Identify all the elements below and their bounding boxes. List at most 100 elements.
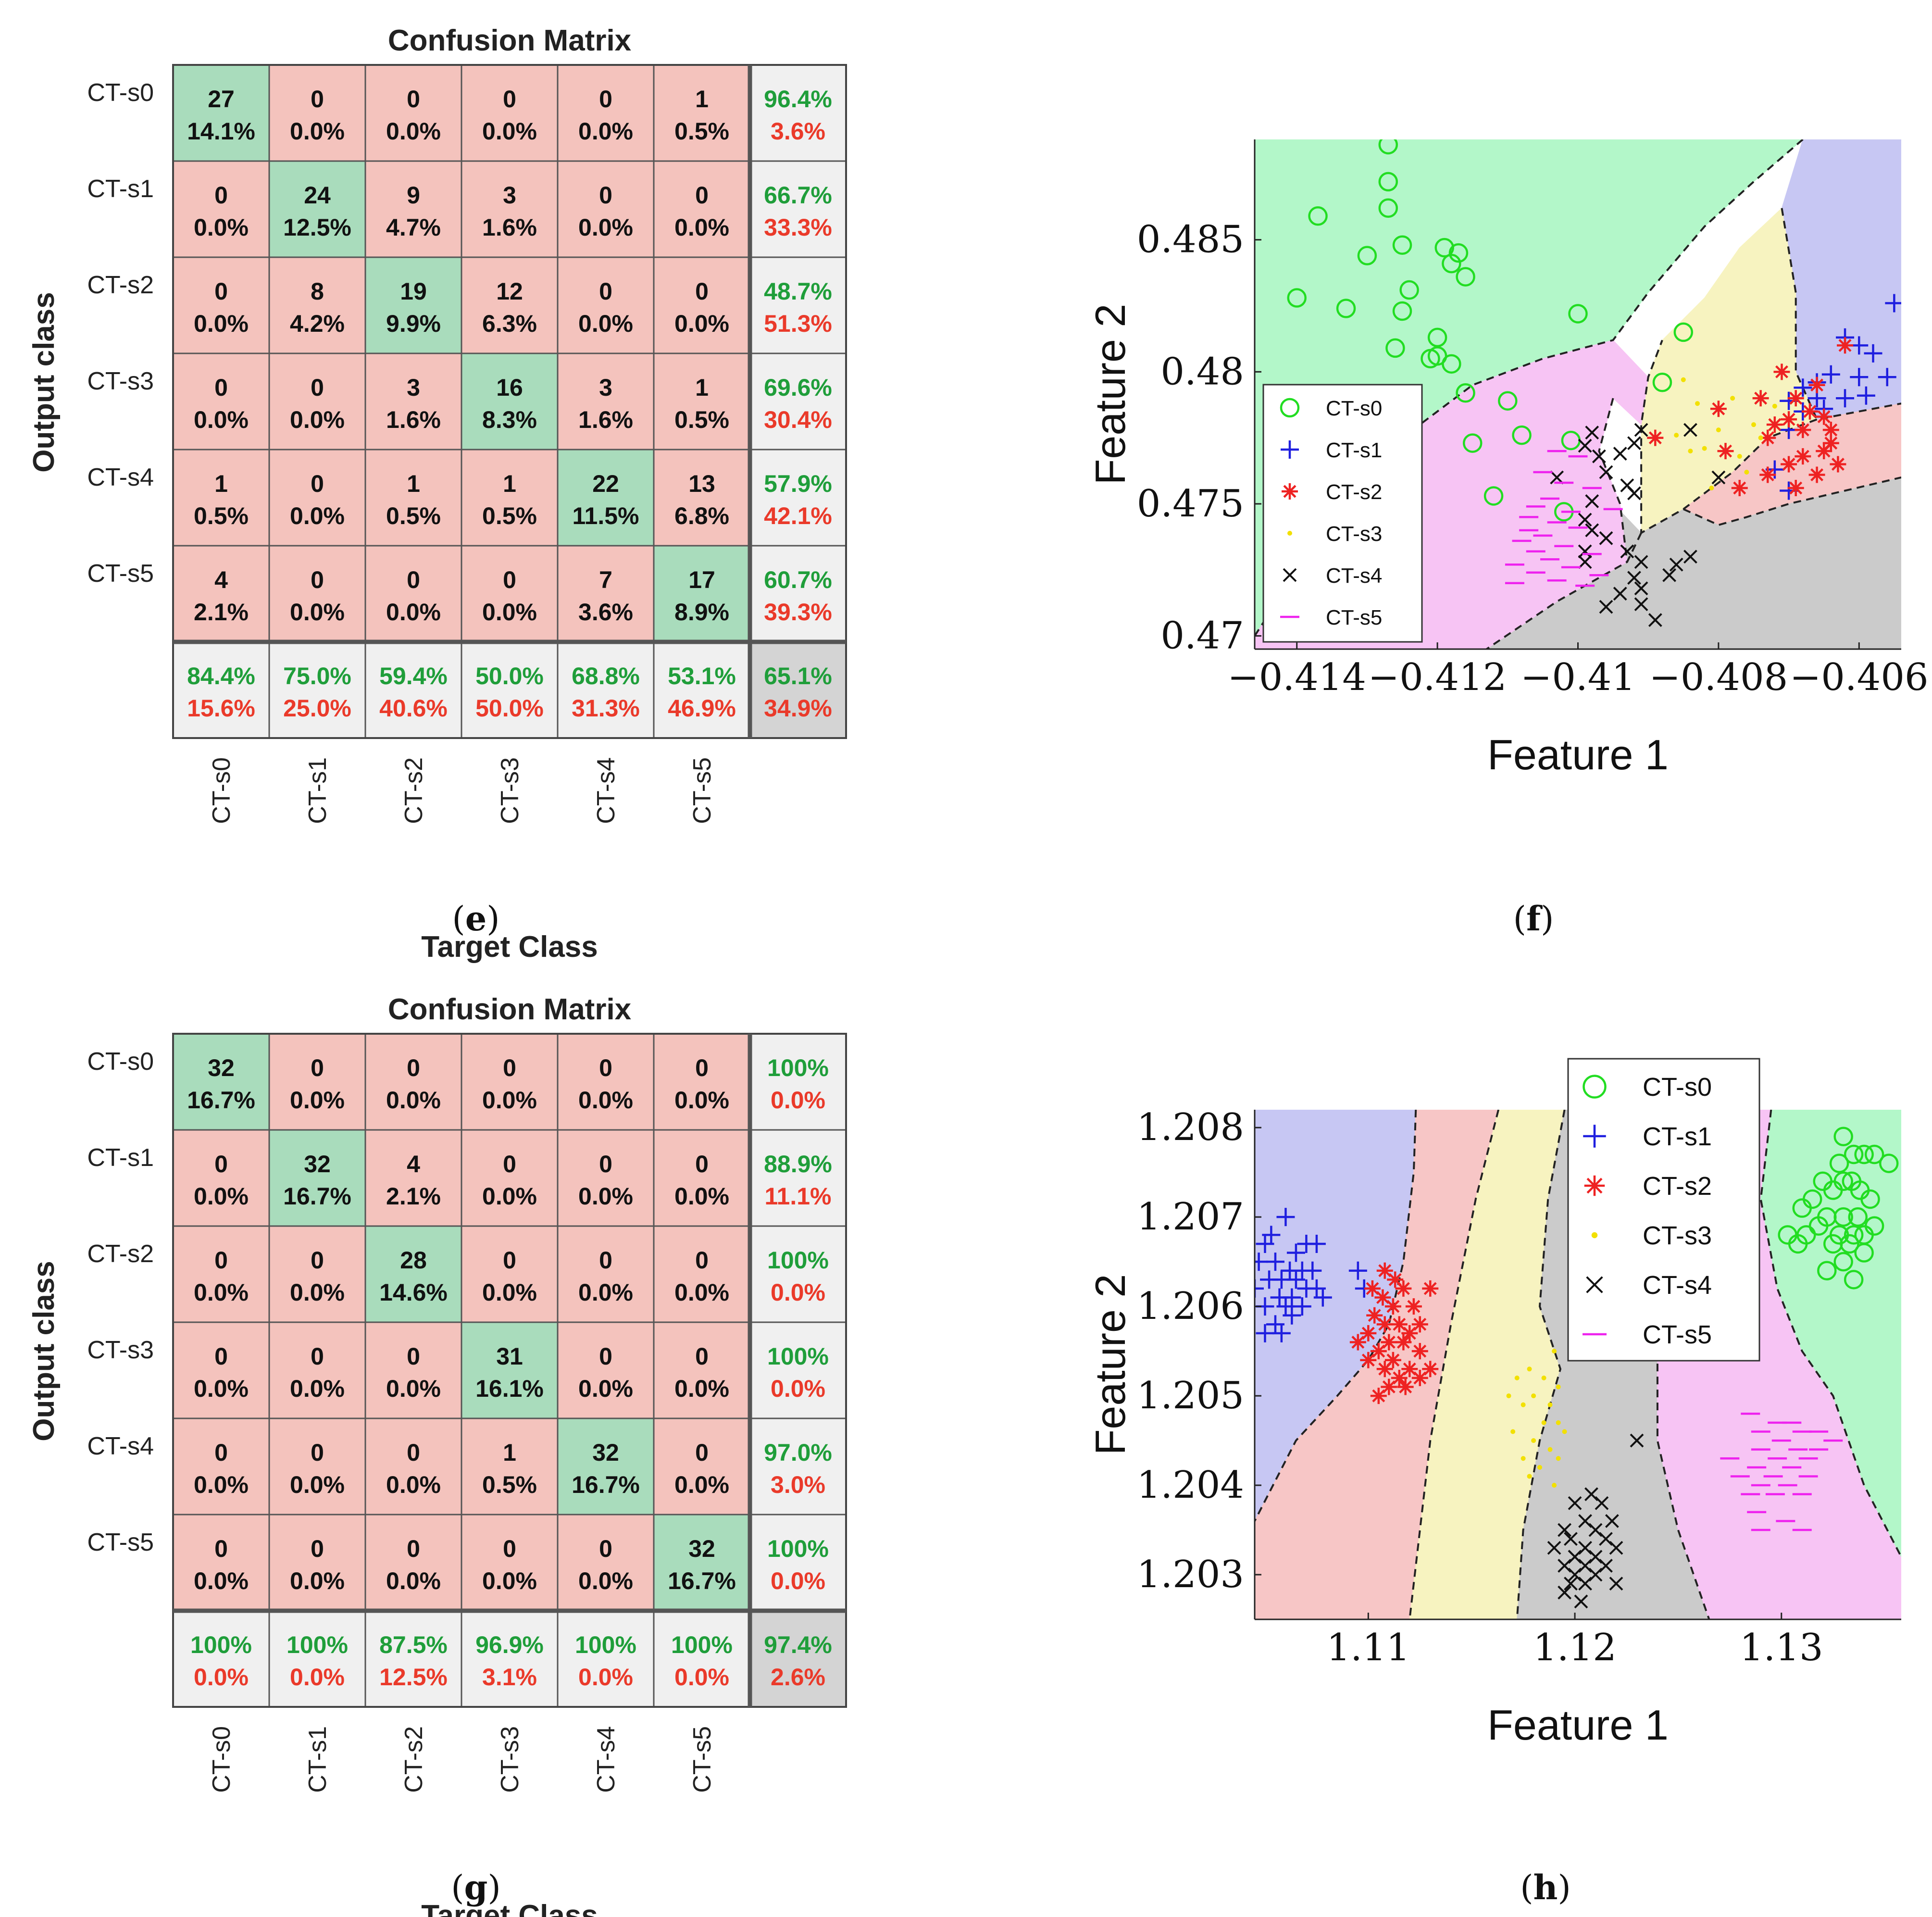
cm-count: 0 [311, 1247, 324, 1274]
cm-cell [172, 545, 270, 643]
data-point [1374, 1289, 1391, 1306]
data-point [1591, 1232, 1598, 1239]
cm-cell [653, 1129, 751, 1227]
data-point [1585, 494, 1599, 508]
cm-count: 1 [695, 374, 709, 401]
data-point [1262, 1226, 1281, 1244]
data-point [1781, 411, 1797, 428]
data-point [1287, 531, 1292, 536]
legend: CT-s0 CT-s1 CT-s2 CT-s3 CT-s4 CT-s5 [1567, 1058, 1760, 1362]
data-point [1766, 416, 1783, 433]
cm-count: 0 [599, 182, 612, 209]
decision-boundary [1408, 1110, 1500, 1619]
data-point [1586, 1276, 1603, 1293]
cm-percent: 0.0% [386, 1375, 441, 1402]
cm-error: 0.0% [290, 1664, 345, 1691]
data-point [1620, 544, 1634, 559]
data-point [1512, 425, 1532, 445]
cm-count: 0 [503, 1535, 516, 1562]
data-point [1731, 479, 1748, 496]
cm-count: 32 [592, 1439, 619, 1466]
data-point [1878, 368, 1896, 387]
cm-error: 0.0% [771, 1279, 825, 1306]
decision-boundary [1781, 208, 1901, 421]
data-point [1556, 1456, 1561, 1461]
data-point [1730, 396, 1735, 401]
cm-count: 0 [214, 1535, 228, 1562]
data-point [1360, 1325, 1377, 1341]
data-point [1387, 1271, 1404, 1288]
cm-summary-cell [268, 641, 366, 739]
data-point [1378, 139, 1398, 155]
cm-percent: 0.0% [290, 406, 345, 433]
data-point [1483, 486, 1504, 506]
cm-percent: 0.0% [578, 1279, 633, 1306]
cm-cell [364, 1514, 462, 1612]
cm-cell [268, 1033, 366, 1131]
legend-label: CT-s2 [1326, 480, 1382, 504]
cm-percent: 0.0% [482, 1279, 537, 1306]
data-point [1395, 1280, 1412, 1297]
cm-percent: 0.5% [194, 502, 249, 529]
data-point [1683, 423, 1697, 437]
cm-accuracy: 100% [671, 1631, 733, 1658]
cm-error: 40.6% [379, 695, 448, 722]
data-point [1282, 483, 1298, 500]
data-point [1558, 1559, 1571, 1573]
data-point [1381, 1334, 1397, 1351]
cm-percent: 0.0% [386, 1087, 441, 1114]
data-point [1647, 429, 1664, 446]
column-label: CT-s2 [400, 1726, 428, 1793]
data-point [1710, 401, 1727, 417]
panel-label: e [465, 899, 487, 939]
legend: CT-s0 CT-s1 CT-s2 CT-s3 CT-s4 CT-s5 [1262, 384, 1423, 643]
series-ct-s3 [1506, 1349, 1567, 1488]
cm-cell [461, 545, 559, 643]
cm-percent: 8.3% [482, 406, 537, 433]
data-point [1283, 568, 1297, 582]
data-point [1556, 1384, 1561, 1390]
row-label: CT-s4 [87, 464, 154, 491]
cm-count: 9 [407, 182, 420, 209]
data-point [1584, 1487, 1598, 1502]
cm-count: 0 [695, 182, 709, 209]
legend-label: CT-s4 [1326, 564, 1382, 588]
data-point [1578, 1514, 1592, 1528]
column-label: CT-s5 [688, 1726, 716, 1793]
row-label: CT-s2 [87, 1240, 154, 1268]
y-tick-label: 1.207 [1137, 1195, 1244, 1239]
data-point [1578, 1559, 1592, 1573]
cm-cell [268, 64, 366, 162]
data-point [1695, 401, 1700, 406]
data-point [1778, 1225, 1797, 1245]
cm-count: 0 [407, 1343, 420, 1370]
cm-percent: 0.5% [482, 1471, 537, 1498]
data-point [1527, 1474, 1532, 1479]
cm-cell [461, 1417, 559, 1516]
column-label: CT-s3 [496, 1726, 524, 1793]
data-point [1854, 1144, 1874, 1165]
cm-error: 11.1% [764, 1183, 831, 1210]
data-point [1281, 440, 1299, 459]
panel-caption-f: (f) [1513, 899, 1554, 939]
data-point [1376, 1316, 1393, 1333]
data-point [1276, 1208, 1295, 1227]
cm-cell [172, 1514, 270, 1612]
cm-accuracy: 88.9% [764, 1151, 832, 1178]
cm-count: 0 [407, 86, 420, 113]
data-point [1634, 581, 1648, 596]
data-point [1578, 1541, 1592, 1555]
plot-area [1255, 139, 1901, 649]
column-label: CT-s3 [496, 757, 524, 824]
cm-count: 24 [304, 182, 331, 209]
cm-summary-cell [749, 449, 847, 547]
confusion-matrix-g: Confusion Matrix 32 16.7% 0 0.0% 0 0.0% 0 0.0% 0 0… [27, 993, 847, 1917]
cm-count: 0 [599, 1054, 612, 1081]
y-axis-label: Output class [27, 292, 61, 473]
cm-error: 39.3% [764, 599, 832, 626]
data-point [1405, 1298, 1422, 1315]
cm-percent: 0.0% [578, 1375, 633, 1402]
x-tick-label: 1.13 [1740, 1626, 1823, 1669]
cm-percent: 0.0% [290, 1087, 345, 1114]
cm-summary-cell [749, 256, 847, 354]
